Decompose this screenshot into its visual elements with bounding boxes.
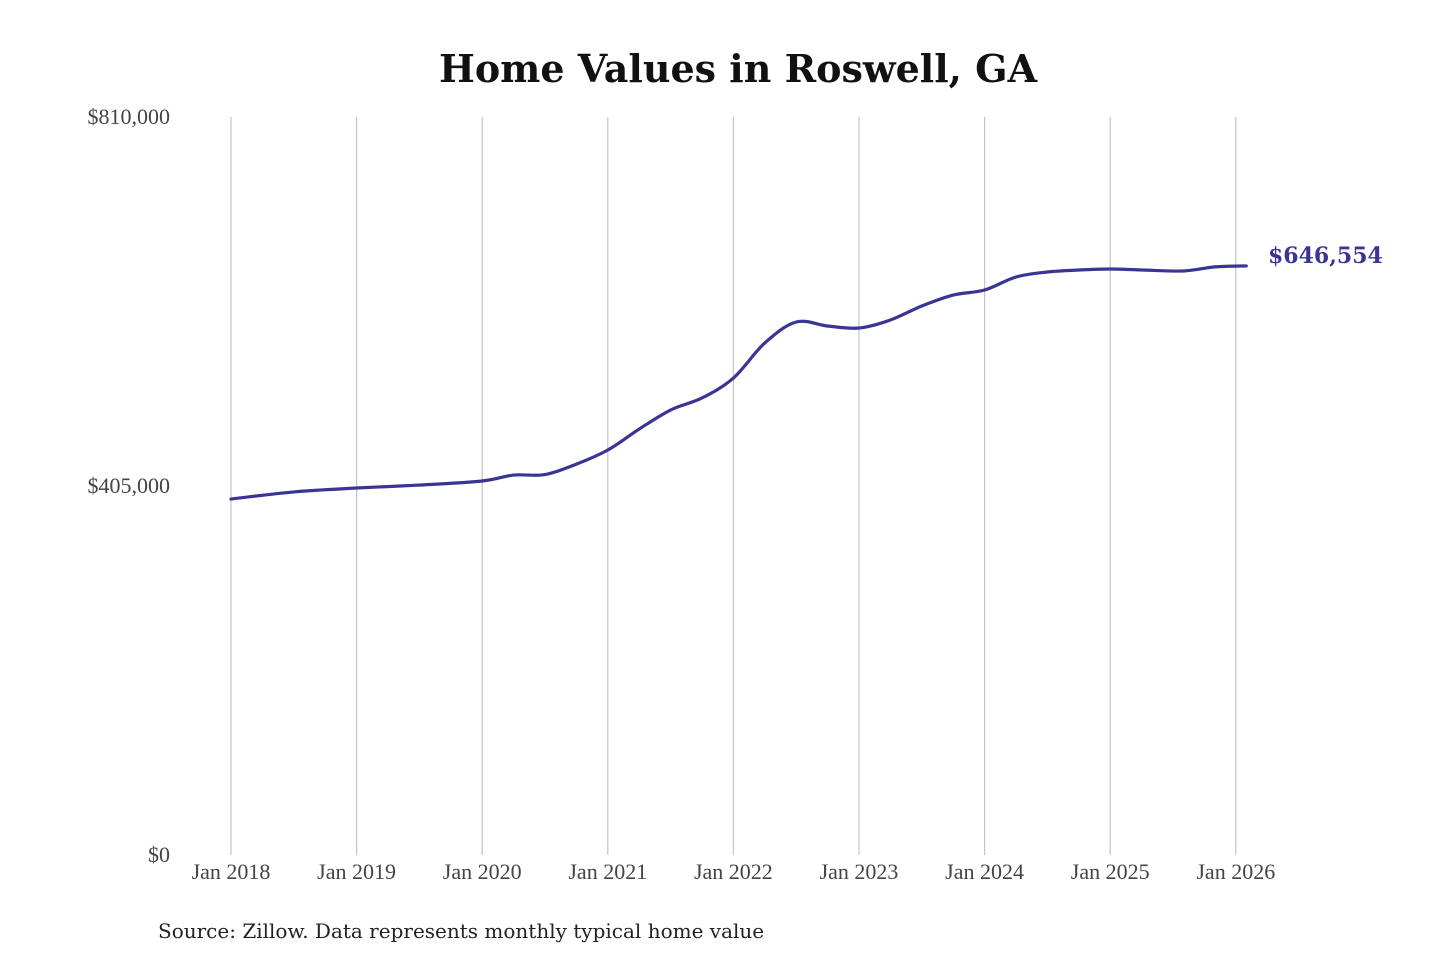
y-axis: $0 $405,000 $810,000	[88, 104, 171, 867]
source-note: Source: Zillow. Data represents monthly …	[158, 919, 764, 943]
x-tick-label: Jan 2025	[1071, 859, 1150, 884]
x-axis: Jan 2018 Jan 2019 Jan 2020 Jan 2021 Jan 2022…	[192, 859, 1276, 884]
x-tick-label: Jan 2019	[317, 859, 396, 884]
grid-lines	[230, 117, 1237, 855]
x-tick-label: Jan 2022	[694, 859, 773, 884]
x-tick-label: Jan 2020	[443, 859, 522, 884]
series-line	[229, 264, 1248, 501]
x-tick-label: Jan 2023	[820, 859, 899, 884]
x-tick-label: Jan 2021	[568, 859, 647, 884]
y-tick-label: $405,000	[88, 473, 171, 498]
chart-title: Home Values in Roswell, GA	[439, 46, 1038, 91]
x-tick-label: Jan 2024	[945, 859, 1024, 884]
y-tick-label: $0	[148, 842, 170, 867]
x-tick-label: Jan 2018	[192, 859, 271, 884]
x-tick-label: Jan 2026	[1196, 859, 1275, 884]
end-value-label: $646,554	[1268, 243, 1383, 269]
y-tick-label: $810,000	[88, 104, 171, 129]
